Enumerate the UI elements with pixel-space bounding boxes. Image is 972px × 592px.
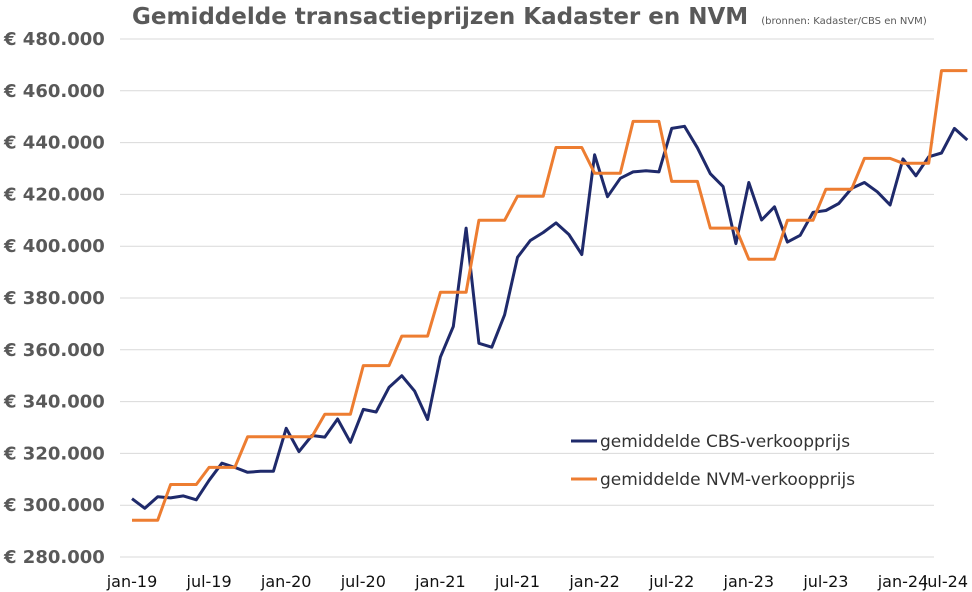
y-axis-ticks: € 280.000 € 300.000 € 320.000 € 340.000 € 36… [3,29,105,568]
legend-label-cbs: gemiddelde CBS-verkoopprijs [600,432,850,452]
y-tick-label: € 360.000 [3,340,105,361]
x-tick-label: jan-21 [414,572,466,591]
x-tick-label: jul-22 [648,572,694,591]
y-tick-label: € 340.000 [3,392,105,413]
y-tick-label: € 300.000 [3,495,105,516]
x-axis-ticks: jan-19 jul-19 jan-20 jul-20 jan-21 jul-21 jan-… [106,572,968,591]
y-tick-label: € 460.000 [3,81,105,102]
x-tick-label: jul-19 [186,572,232,591]
grid-lines [120,38,934,558]
series-line-cbs [131,124,969,510]
x-tick-label: jan-22 [568,572,620,591]
x-tick-label: jan-19 [106,572,158,591]
x-tick-label: jul-20 [340,572,386,591]
y-tick-label: € 280.000 [3,547,105,568]
x-tick-label: jul-21 [494,572,540,591]
x-tick-label: jan-24 [877,572,929,591]
x-tick-label: jul-24 [922,572,968,591]
y-tick-label: € 320.000 [3,443,105,464]
series-line-nvm [132,69,968,522]
y-tick-label: € 420.000 [3,184,105,205]
chart-subtitle: (bronnen: Kadaster/CBS en NVM) [761,16,927,27]
x-tick-label: jan-20 [260,572,312,591]
y-tick-label: € 480.000 [3,29,105,50]
x-tick-label: jan-23 [723,572,775,591]
y-tick-label: € 440.000 [3,133,105,154]
y-tick-label: € 400.000 [3,236,105,257]
series-lines [131,69,969,522]
legend: gemiddelde CBS-verkoopprijs gemiddelde N… [571,432,855,490]
svg-text:Gemiddelde transactieprijzen K: Gemiddelde transactieprijzen Kadaster en… [132,4,927,30]
y-tick-label: € 380.000 [3,288,105,309]
legend-label-nvm: gemiddelde NVM-verkoopprijs [600,470,855,490]
x-tick-label: jul-23 [802,572,848,591]
chart-title: Gemiddelde transactieprijzen Kadaster en… [132,4,748,30]
